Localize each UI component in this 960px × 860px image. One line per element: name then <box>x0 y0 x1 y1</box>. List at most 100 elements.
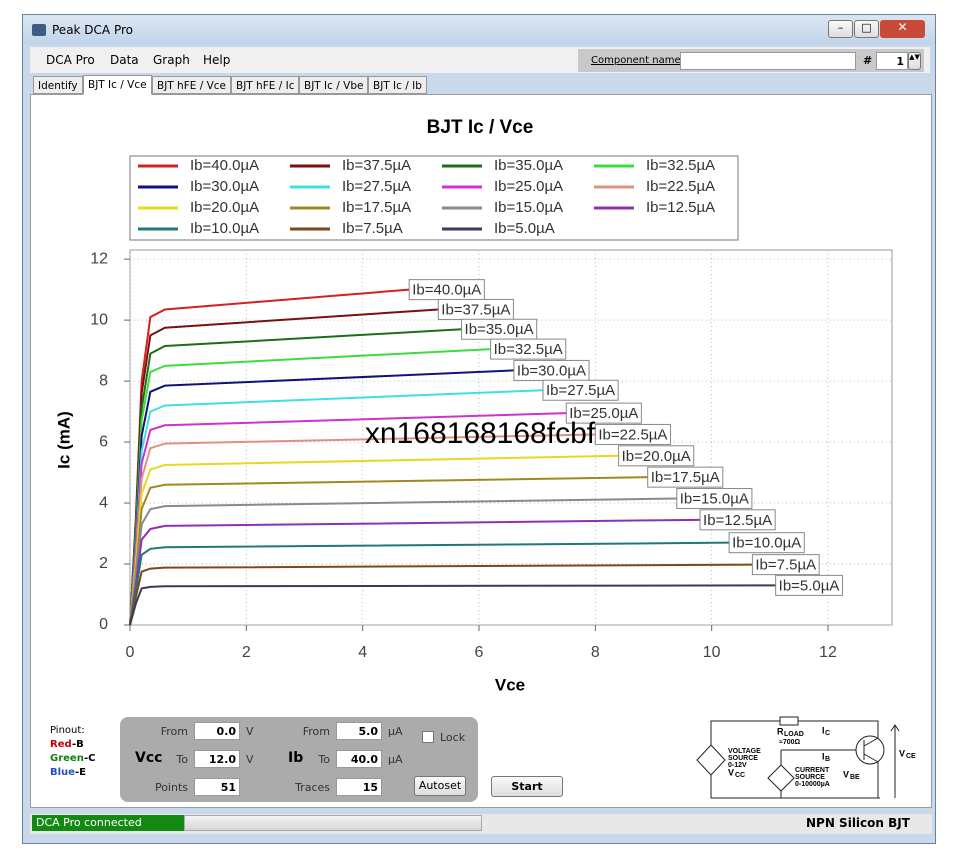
lock-label: Lock <box>440 731 466 744</box>
to-field[interactable]: 12.0 <box>194 750 240 768</box>
line-end-label: Ib=15.0µA <box>680 490 749 507</box>
menu-item[interactable]: Graph <box>153 53 190 67</box>
line-end-label: Ib=5.0µA <box>779 577 840 594</box>
x-tick-label: 8 <box>591 644 600 661</box>
tab[interactable]: BJT Ic / Vce <box>83 75 152 95</box>
circuit-label: R <box>777 726 784 736</box>
line-end-label-group: Ib=17.5µA <box>647 466 724 488</box>
line-end-label-group: Ib=10.0µA <box>728 532 805 554</box>
pinout-title: Pinout: <box>50 725 85 736</box>
from-label: From <box>160 725 188 738</box>
voltage-source <box>696 744 726 776</box>
y-tick-label: 0 <box>99 616 108 633</box>
count-field[interactable]: 15 <box>336 778 382 796</box>
wire <box>798 720 879 738</box>
pinout-pin: -C <box>84 753 96 764</box>
y-tick-label: 10 <box>90 311 108 328</box>
component-input[interactable] <box>680 52 856 70</box>
minimize-button[interactable]: – <box>828 20 853 38</box>
line-end-label: Ib=35.0µA <box>465 321 534 338</box>
circuit-label: CC <box>735 772 745 779</box>
legend-label: Ib=10.0µA <box>190 220 259 237</box>
tab[interactable]: BJT Ic / Ib <box>368 76 427 94</box>
close-button[interactable]: ✕ <box>880 20 925 38</box>
circuit-label: VOLTAGE <box>728 748 761 755</box>
line-end-label: Ib=7.5µA <box>755 557 816 574</box>
line-end-label-group: Ib=30.0µA <box>513 359 590 381</box>
legend-label: Ib=25.0µA <box>494 178 563 195</box>
line-end-label-box <box>751 554 820 576</box>
tab[interactable]: BJT hFE / Vce <box>152 76 232 94</box>
component-number[interactable]: 1 <box>876 52 908 70</box>
unit-label: µA <box>388 725 403 738</box>
line-end-label: Ib=12.5µA <box>703 512 772 529</box>
watermark: xn168168168fcbf <box>365 417 596 450</box>
wire <box>710 720 780 745</box>
lock-checkbox[interactable] <box>422 731 434 743</box>
autoset-button[interactable]: Autoset <box>414 776 466 796</box>
count-field[interactable]: 51 <box>194 778 240 796</box>
tab[interactable]: BJT hFE / Ic <box>231 76 300 94</box>
line-end-label: Ib=22.5µA <box>598 426 667 443</box>
count-label: Points <box>154 781 188 794</box>
x-tick-label: 10 <box>703 644 721 661</box>
line-end-label-box <box>775 574 843 596</box>
line-end-label: Ib=20.0µA <box>622 448 691 465</box>
window-title: Peak DCA Pro <box>52 23 133 37</box>
tab[interactable]: Identify <box>33 76 83 94</box>
pinout-pin: -E <box>75 767 86 778</box>
x-tick-label: 6 <box>475 644 484 661</box>
title-bar <box>23 15 935 45</box>
y-axis-label: Ic (mA) <box>54 411 73 469</box>
circuit-label: 0-10000µA <box>795 781 830 788</box>
legend-label: Ib=32.5µA <box>646 157 715 174</box>
circuit-label: SOURCE <box>795 774 825 781</box>
number-spinner[interactable]: ▲▼ <box>908 52 921 70</box>
legend-label: Ib=12.5µA <box>646 199 715 216</box>
from-field[interactable]: 0.0 <box>194 722 240 740</box>
from-field[interactable]: 5.0 <box>336 722 382 740</box>
legend-label: Ib=5.0µA <box>494 220 555 237</box>
line-end-label-group: Ib=27.5µA <box>542 379 619 401</box>
device-status: NPN Silicon BJT <box>806 816 910 830</box>
start-button[interactable]: Start <box>491 776 563 797</box>
line-end-label-group: Ib=15.0µA <box>676 487 753 509</box>
circuit-label: BE <box>850 774 860 781</box>
legend-label: Ib=37.5µA <box>342 157 411 174</box>
unit-label: V <box>246 725 254 738</box>
transistor-leads <box>863 737 879 763</box>
line-end-label-box <box>565 402 642 424</box>
x-tick-label: 2 <box>242 644 251 661</box>
line-end-label-box <box>618 445 695 467</box>
to-field[interactable]: 40.0 <box>336 750 382 768</box>
line-end-label-box <box>676 487 753 509</box>
circuit-label: LOAD <box>784 731 804 738</box>
menu-item[interactable]: Data <box>110 53 139 67</box>
connection-status: DCA Pro connected <box>32 815 186 831</box>
maximize-button[interactable]: □ <box>854 20 879 38</box>
series-line <box>129 584 776 626</box>
y-tick-label: 4 <box>99 494 108 511</box>
hash-label: # <box>863 54 873 67</box>
legend-label: Ib=15.0µA <box>494 199 563 216</box>
line-end-label: Ib=10.0µA <box>732 535 801 552</box>
to-label: To <box>318 753 330 766</box>
load-resistor <box>779 716 799 726</box>
menu-item[interactable]: DCA Pro <box>46 53 95 67</box>
legend-box <box>129 155 739 241</box>
circuit-label: ≈700Ω <box>779 739 801 746</box>
pinout-color: Green <box>50 753 84 764</box>
legend-label: Ib=20.0µA <box>190 199 259 216</box>
circuit-label: SOURCE <box>728 755 758 762</box>
line-end-label: Ib=17.5µA <box>651 469 720 486</box>
circuit-label: V <box>728 767 734 777</box>
line-end-label: Ib=30.0µA <box>517 362 586 379</box>
line-end-label-group: Ib=20.0µA <box>618 445 695 467</box>
x-tick-label: 12 <box>819 644 837 661</box>
circuit-label: I <box>822 725 825 735</box>
y-tick-label: 6 <box>99 433 108 450</box>
menu-item[interactable]: Help <box>203 53 231 67</box>
tab[interactable]: BJT Ic / Vbe <box>299 76 369 94</box>
